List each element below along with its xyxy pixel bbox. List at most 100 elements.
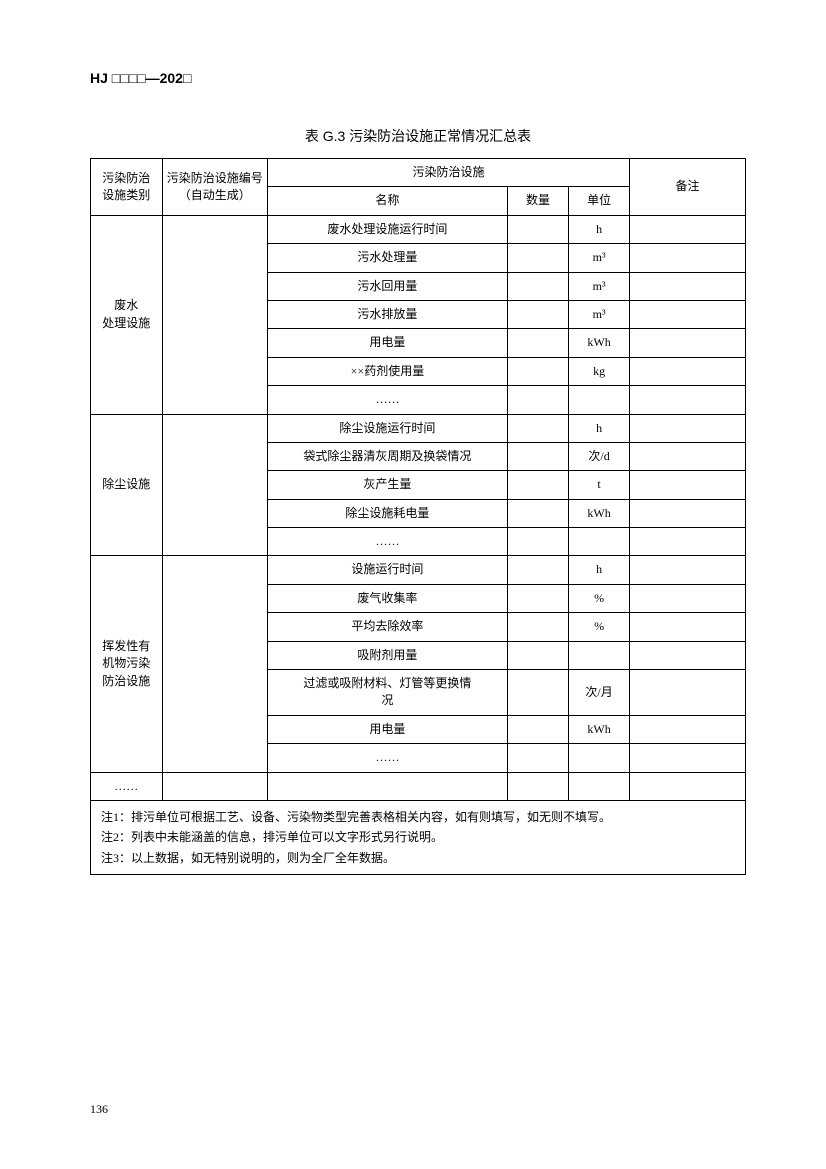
cell-qty <box>507 442 568 470</box>
cell-name: 废水处理设施运行时间 <box>267 215 507 243</box>
cell-remark <box>630 641 746 669</box>
cell-name: ××药剂使用量 <box>267 357 507 385</box>
cell-remark <box>630 613 746 641</box>
main-table: 污染防治设施类别 污染防治设施编号（自动生成） 污染防治设施 备注 名称 数量 … <box>90 158 746 875</box>
cell-unit: m³ <box>569 244 630 272</box>
cell-name: 过滤或吸附材料、灯管等更换情况 <box>267 670 507 716</box>
table-row-ellipsis: …… <box>91 772 746 800</box>
th-category: 污染防治设施类别 <box>91 159 163 216</box>
doc-header: HJ □□□□—202□ <box>90 70 746 86</box>
cell-qty <box>507 744 568 772</box>
cell-unit: % <box>569 613 630 641</box>
cell-unit: kg <box>569 357 630 385</box>
cell-name: 用电量 <box>267 329 507 357</box>
th-qty: 数量 <box>507 187 568 215</box>
cell-qty <box>507 386 568 414</box>
header-row-1: 污染防治设施类别 污染防治设施编号（自动生成） 污染防治设施 备注 <box>91 159 746 187</box>
cell-category: 挥发性有机物污染防治设施 <box>91 556 163 772</box>
cell-unit: h <box>569 215 630 243</box>
table-row: 除尘设施除尘设施运行时间h <box>91 414 746 442</box>
cell-remark <box>630 715 746 743</box>
cell-qty <box>507 641 568 669</box>
cell-qty <box>507 357 568 385</box>
cell-unit: 次/月 <box>569 670 630 716</box>
cell-ellipsis <box>162 772 267 800</box>
cell-remark <box>630 499 746 527</box>
cell-unit: h <box>569 414 630 442</box>
cell-name: 污水回用量 <box>267 272 507 300</box>
cell-remark <box>630 471 746 499</box>
cell-qty <box>507 528 568 556</box>
cell-qty <box>507 613 568 641</box>
cell-remark <box>630 357 746 385</box>
cell-unit: 次/d <box>569 442 630 470</box>
cell-qty <box>507 329 568 357</box>
table-head: 污染防治设施类别 污染防治设施编号（自动生成） 污染防治设施 备注 名称 数量 … <box>91 159 746 216</box>
cell-qty <box>507 499 568 527</box>
th-name: 名称 <box>267 187 507 215</box>
cell-name: …… <box>267 744 507 772</box>
cell-ellipsis: …… <box>91 772 163 800</box>
cell-unit: kWh <box>569 329 630 357</box>
cell-qty <box>507 584 568 612</box>
cell-remark <box>630 528 746 556</box>
cell-ellipsis <box>630 772 746 800</box>
cell-category: 废水处理设施 <box>91 215 163 414</box>
cell-name: …… <box>267 386 507 414</box>
cell-remark <box>630 584 746 612</box>
th-unit: 单位 <box>569 187 630 215</box>
cell-name: 除尘设施运行时间 <box>267 414 507 442</box>
cell-name: 废气收集率 <box>267 584 507 612</box>
table-title: 表 G.3 污染防治设施正常情况汇总表 <box>90 126 746 146</box>
cell-unit: % <box>569 584 630 612</box>
table-row: 废水处理设施废水处理设施运行时间h <box>91 215 746 243</box>
cell-unit: kWh <box>569 499 630 527</box>
cell-name: 用电量 <box>267 715 507 743</box>
cell-ellipsis <box>267 772 507 800</box>
cell-qty <box>507 244 568 272</box>
cell-number <box>162 414 267 556</box>
cell-number <box>162 215 267 414</box>
th-number: 污染防治设施编号（自动生成） <box>162 159 267 216</box>
cell-remark <box>630 272 746 300</box>
cell-name: 灰产生量 <box>267 471 507 499</box>
cell-name: 设施运行时间 <box>267 556 507 584</box>
cell-unit: kWh <box>569 715 630 743</box>
cell-unit: h <box>569 556 630 584</box>
cell-name: 吸附剂用量 <box>267 641 507 669</box>
cell-name: 污水排放量 <box>267 300 507 328</box>
cell-name: 袋式除尘器清灰周期及换袋情况 <box>267 442 507 470</box>
table-row-notes: 注1：排污单位可根据工艺、设备、污染物类型完善表格相关内容，如有则填写，如无则不… <box>91 800 746 874</box>
cell-category: 除尘设施 <box>91 414 163 556</box>
cell-ellipsis <box>569 772 630 800</box>
cell-qty <box>507 300 568 328</box>
cell-qty <box>507 215 568 243</box>
th-facility-group: 污染防治设施 <box>267 159 629 187</box>
cell-remark <box>630 244 746 272</box>
cell-ellipsis <box>507 772 568 800</box>
cell-unit <box>569 744 630 772</box>
cell-qty <box>507 670 568 716</box>
th-remark: 备注 <box>630 159 746 216</box>
cell-notes: 注1：排污单位可根据工艺、设备、污染物类型完善表格相关内容，如有则填写，如无则不… <box>91 800 746 874</box>
cell-remark <box>630 414 746 442</box>
cell-unit: m³ <box>569 272 630 300</box>
cell-name: 污水处理量 <box>267 244 507 272</box>
cell-remark <box>630 386 746 414</box>
cell-unit: t <box>569 471 630 499</box>
page-number: 136 <box>90 1102 108 1117</box>
cell-name: 除尘设施耗电量 <box>267 499 507 527</box>
cell-qty <box>507 471 568 499</box>
cell-remark <box>630 556 746 584</box>
cell-remark <box>630 215 746 243</box>
cell-unit <box>569 528 630 556</box>
cell-remark <box>630 329 746 357</box>
cell-remark <box>630 670 746 716</box>
cell-name: 平均去除效率 <box>267 613 507 641</box>
cell-qty <box>507 715 568 743</box>
cell-remark <box>630 442 746 470</box>
cell-qty <box>507 272 568 300</box>
cell-unit: m³ <box>569 300 630 328</box>
cell-name: …… <box>267 528 507 556</box>
table-body: 废水处理设施 废水处理设施运行时间 h 污水处理量 m³ 污水回用量 m³ 污水排放量 m³ 用电… <box>91 215 746 874</box>
